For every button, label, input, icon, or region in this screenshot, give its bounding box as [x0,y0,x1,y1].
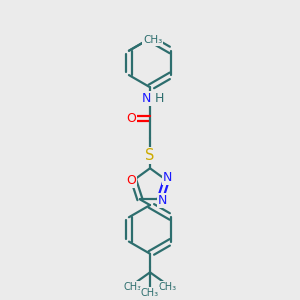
Text: CH₃: CH₃ [123,282,141,292]
Text: N: N [163,171,172,184]
Text: CH₃: CH₃ [141,288,159,298]
Text: O: O [126,174,136,187]
Text: O: O [126,112,136,125]
Text: CH₃: CH₃ [159,282,177,292]
Text: CH₃: CH₃ [143,35,162,45]
Text: N: N [158,194,167,207]
Text: N: N [142,92,151,106]
Text: H: H [154,92,164,106]
Text: S: S [145,148,155,163]
